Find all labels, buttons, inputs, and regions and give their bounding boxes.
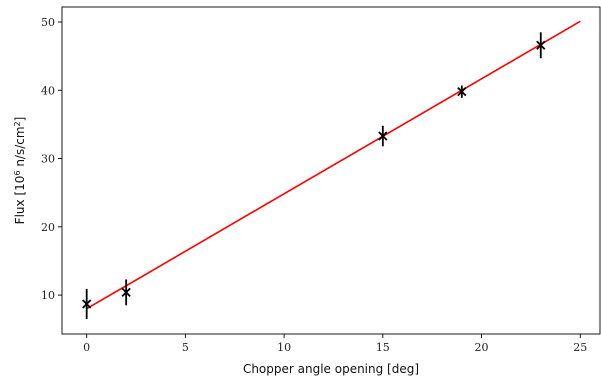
x-marker-stroke bbox=[536, 40, 546, 50]
x-tick-label: 10 bbox=[277, 341, 291, 354]
y-tick-label: 40 bbox=[41, 84, 55, 97]
x-tick-label: 20 bbox=[475, 341, 489, 354]
y-axis-label-unit: n/s/cm bbox=[13, 126, 27, 170]
y-axis-label-exponent: 6 bbox=[13, 171, 22, 176]
x-marker-stroke bbox=[82, 299, 92, 309]
data-point bbox=[457, 85, 467, 98]
axes-frame bbox=[61, 6, 601, 335]
y-axis-label-unit-exponent: 2 bbox=[13, 121, 22, 126]
x-marker-stroke bbox=[378, 131, 388, 141]
x-marker-stroke bbox=[457, 87, 467, 97]
fit-line bbox=[86, 20, 581, 310]
fit-line-group bbox=[86, 20, 581, 310]
data-point bbox=[82, 288, 92, 319]
y-tick-label: 30 bbox=[41, 153, 55, 166]
x-axis-label: Chopper angle opening [deg] bbox=[243, 362, 419, 376]
x-tick-label: 25 bbox=[573, 341, 587, 354]
plot-area bbox=[61, 6, 601, 335]
x-tick-label: 15 bbox=[376, 341, 390, 354]
x-axis-ticks: 0 5 10 15 20 25 bbox=[83, 334, 587, 354]
data-point bbox=[378, 125, 388, 147]
x-marker-stroke bbox=[121, 287, 131, 297]
x-tick-label: 5 bbox=[182, 341, 189, 354]
data-point bbox=[536, 32, 546, 59]
y-axis-label: Flux [106 n/s/cm2] bbox=[13, 117, 28, 225]
y-tick-label: 20 bbox=[41, 221, 55, 234]
data-point bbox=[121, 279, 131, 306]
y-tick-label: 50 bbox=[41, 16, 55, 29]
y-axis-ticks: 10 20 30 40 50 bbox=[41, 16, 62, 302]
x-tick-label: 0 bbox=[83, 341, 90, 354]
y-axis-label-prefix: Flux [10 bbox=[13, 176, 27, 225]
y-axis-label-suffix: ] bbox=[13, 117, 27, 122]
data-points-group bbox=[82, 32, 546, 319]
y-tick-label: 10 bbox=[41, 289, 55, 302]
